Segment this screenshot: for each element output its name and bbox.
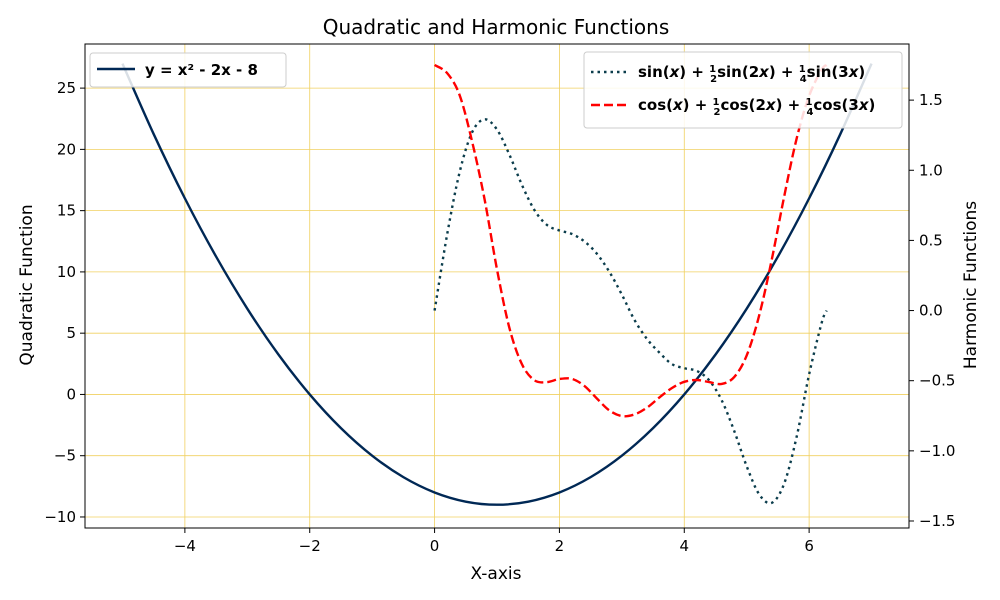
y-right-tick-label: −1.0 — [919, 442, 955, 460]
legend-right: sin(x) + 1 2sin(2x) + 1 4sin(3x) cos(x) + … — [583, 51, 903, 129]
y-left-tick-label: 0 — [66, 385, 76, 403]
plot-series — [121, 63, 873, 506]
y-right-tick-label: 1.5 — [919, 91, 943, 109]
legend-label-quadratic: y = x² - 2x - 8 — [145, 61, 258, 79]
series-line-quadratic — [121, 63, 873, 506]
y-left-tick-label: −5 — [54, 447, 76, 465]
x-tick-label: −2 — [299, 537, 321, 555]
y-right-tick-label: −1.5 — [919, 512, 955, 530]
legend-label-cosine: cos(x) + 1 2cos(2x) + 1 4cos(3x) — [638, 96, 875, 118]
y-axis-left-title: Quadratic Function — [17, 204, 37, 365]
x-tick-label: 0 — [430, 537, 440, 555]
y-right-tick-label: −0.5 — [919, 372, 955, 390]
y-left-tick-label: 5 — [66, 324, 76, 342]
axis-ticks: −4 −2 0 2 4 6 −10 −5 0 5 10 15 20 25 −1.5 −1.0 −0.5 0.0 0.… — [44, 79, 955, 555]
x-tick-label: −4 — [174, 537, 196, 555]
y-left-tick-label: 25 — [57, 79, 76, 97]
y-left-tick-label: −10 — [44, 508, 76, 526]
y-left-tick-label: 10 — [57, 263, 76, 281]
x-axis-title: X-axis — [471, 564, 522, 584]
x-tick-label: 2 — [555, 537, 565, 555]
y-right-tick-label: 0.0 — [919, 302, 943, 320]
y-left-tick-label: 20 — [57, 140, 76, 158]
legend-left: y = x² - 2x - 8 — [89, 52, 287, 88]
y-right-tick-label: 1.0 — [919, 161, 943, 179]
y-axis-right-title: Harmonic Functions — [961, 201, 981, 369]
x-tick-label: 4 — [679, 537, 689, 555]
series-line-sine — [433, 118, 828, 505]
legend-label-sine: sin(x) + 1 2sin(2x) + 1 4sin(3x) — [638, 63, 865, 85]
chart-title: Quadratic and Harmonic Functions — [323, 15, 670, 39]
x-tick-label: 6 — [804, 537, 814, 555]
plot-area-frame — [84, 43, 910, 529]
y-right-tick-label: 0.5 — [919, 231, 943, 249]
y-left-tick-label: 15 — [57, 202, 76, 220]
